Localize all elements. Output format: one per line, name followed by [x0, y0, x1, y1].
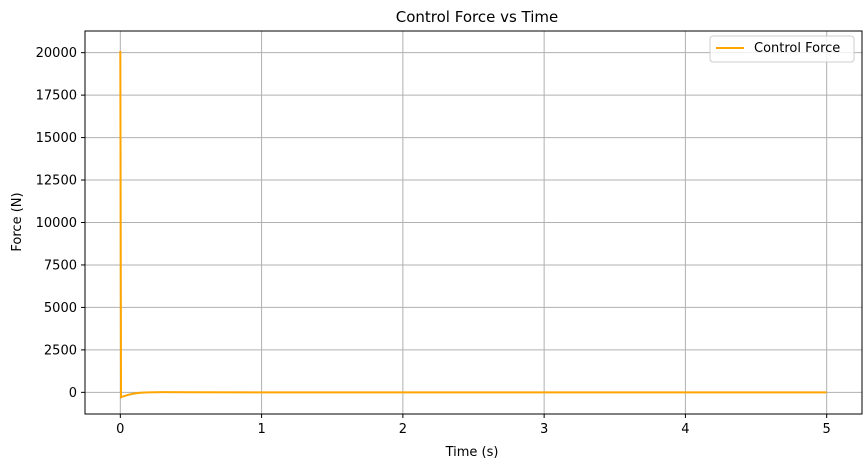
y-tick-label: 7500 [44, 258, 77, 273]
x-tick-label: 1 [257, 422, 265, 437]
legend-label-control-force: Control Force [754, 41, 840, 56]
y-tick-label: 17500 [36, 89, 77, 104]
x-tick-label: 2 [399, 422, 407, 437]
y-tick-label: 15000 [36, 131, 77, 146]
legend: Control Force [709, 35, 855, 63]
y-tick-label: 5000 [44, 301, 77, 316]
chart-title: Control Force vs Time [396, 8, 559, 26]
series-layer [119, 50, 827, 399]
tick-layer: 0 1 2 3 4 5 0 2500 5000 7500 10000 12500 15000 17500 2… [36, 46, 831, 437]
x-axis-title: Time (s) [445, 445, 499, 460]
y-tick-label: 0 [69, 386, 77, 401]
y-tick-label: 2500 [44, 343, 77, 358]
y-axis-title: Force (N) [10, 192, 25, 251]
grid-layer [85, 31, 862, 414]
series-line-control-force [119, 50, 827, 399]
x-tick-label: 5 [823, 422, 831, 437]
x-tick-label: 4 [681, 422, 689, 437]
x-tick-label: 0 [116, 422, 124, 437]
legend-frame [709, 35, 855, 63]
y-tick-label: 10000 [36, 216, 77, 231]
x-tick-label: 3 [540, 422, 548, 437]
y-tick-label: 12500 [36, 174, 77, 189]
y-tick-label: 20000 [36, 46, 77, 61]
